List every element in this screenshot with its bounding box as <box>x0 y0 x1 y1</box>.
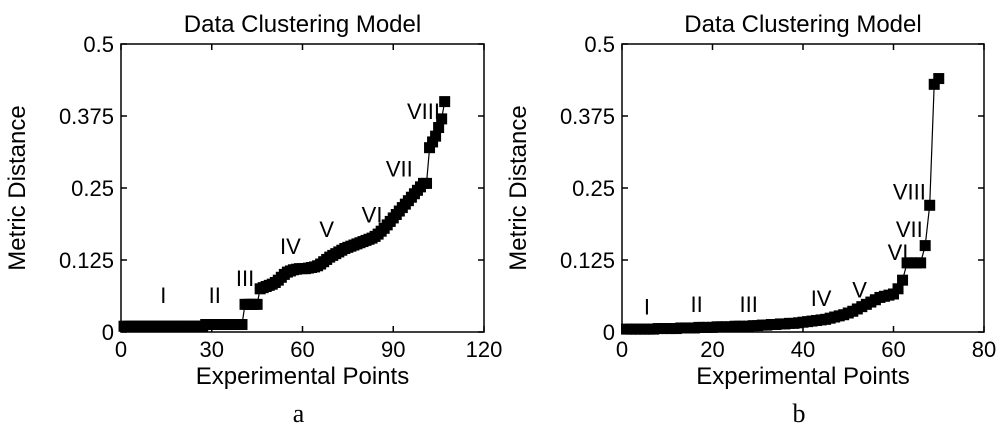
cluster-annotation: VII <box>896 217 923 242</box>
x-tick-label: 30 <box>200 337 224 362</box>
data-point <box>439 96 451 108</box>
data-point <box>892 283 904 295</box>
data-point <box>924 199 936 211</box>
data-point <box>421 177 433 189</box>
cluster-annotation: VI <box>362 203 383 228</box>
x-tick-label: 0 <box>115 337 127 362</box>
y-tick-label: 0.5 <box>83 32 114 57</box>
data-point <box>919 240 931 252</box>
chart-title: Data Clustering Model <box>684 11 921 38</box>
x-axis-label: Experimental Points <box>696 363 909 390</box>
x-tick-label: 80 <box>972 337 996 362</box>
data-point <box>928 78 940 90</box>
y-tick-label: 0.5 <box>584 32 615 57</box>
data-point <box>433 122 445 134</box>
data-point <box>436 113 448 125</box>
x-tick-label: 60 <box>881 337 905 362</box>
cluster-annotation: II <box>209 283 221 308</box>
x-tick-label: 0 <box>616 337 628 362</box>
data-point <box>427 136 439 148</box>
cluster-annotation: VII <box>386 156 413 181</box>
chart-panel-b: Data Clustering Model 0 20 40 60 80 0 0.125 0.25… <box>505 11 996 428</box>
x-tick-label: 20 <box>700 337 724 362</box>
panel-label: b <box>793 399 806 428</box>
chart-title: Data Clustering Model <box>184 11 421 38</box>
x-axis-label: Experimental Points <box>196 363 409 390</box>
panel-label: a <box>293 399 305 428</box>
cluster-annotation: VIII <box>893 180 926 205</box>
cluster-annotation: IV <box>811 286 832 311</box>
x-tick-label: 90 <box>381 337 405 362</box>
y-tick-label: 0 <box>102 320 114 345</box>
cluster-annotation: VI <box>888 240 909 265</box>
x-tick-label: 120 <box>466 337 503 362</box>
cluster-annotation: V <box>852 277 867 302</box>
cluster-annotation: II <box>691 292 703 317</box>
cluster-annotation: I <box>644 295 650 320</box>
data-point <box>915 257 927 269</box>
data-point <box>897 274 909 286</box>
y-tick-label: 0.375 <box>560 104 615 129</box>
data-point <box>933 73 945 85</box>
data-point <box>236 319 248 331</box>
y-tick-label: 0.25 <box>572 176 615 201</box>
y-tick-label: 0.125 <box>59 248 114 273</box>
cluster-annotation: VIII <box>407 99 440 124</box>
y-tick-label: 0 <box>603 320 615 345</box>
data-point <box>251 298 263 310</box>
y-tick-label: 0.125 <box>560 248 615 273</box>
cluster-annotation: III <box>740 292 758 317</box>
x-tick-label: 60 <box>290 337 314 362</box>
data-point <box>424 142 436 154</box>
data-point <box>430 130 442 142</box>
cluster-annotation: III <box>236 266 254 291</box>
x-tick-label: 40 <box>791 337 815 362</box>
cluster-annotation: V <box>319 217 334 242</box>
chart-panel-a: Data Clustering Model 0 30 60 90 120 0 0.125 0.2… <box>4 11 502 428</box>
y-axis-label: Metric Distance <box>4 105 31 270</box>
cluster-annotation: I <box>160 283 166 308</box>
cluster-annotation: IV <box>280 234 301 259</box>
y-tick-label: 0.25 <box>71 176 114 201</box>
y-axis-label: Metric Distance <box>505 105 532 270</box>
y-tick-label: 0.375 <box>59 104 114 129</box>
